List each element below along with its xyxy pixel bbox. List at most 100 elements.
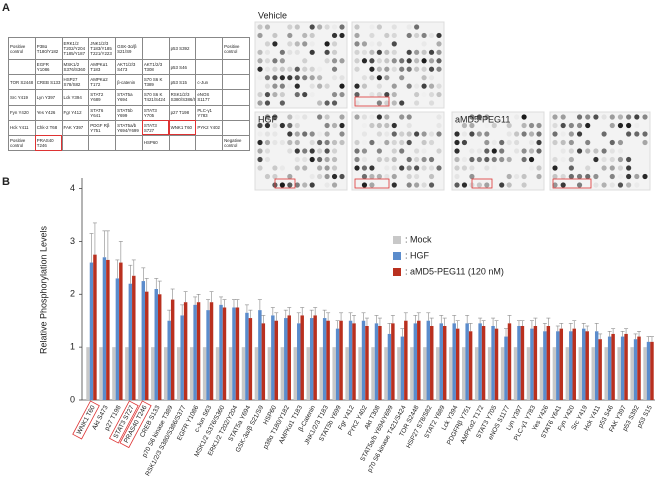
blot-spot [421, 49, 427, 55]
blot-spot [376, 122, 382, 129]
blot-spot [324, 24, 330, 30]
blot-spot [552, 139, 558, 146]
blot-spot [391, 91, 397, 98]
bar [526, 347, 531, 400]
blot-spot [317, 131, 323, 137]
membrane [549, 111, 651, 191]
blot-spot [376, 24, 382, 30]
blot-spot [414, 173, 420, 180]
blot-spot [287, 122, 293, 129]
blot-spot [601, 156, 607, 163]
blot-spot [617, 114, 624, 120]
table-cell: p53 S46 [168, 59, 197, 76]
blot-spot [376, 156, 382, 163]
blot-spot [642, 173, 648, 180]
blot-spot [294, 91, 300, 98]
bar [297, 323, 301, 400]
blot-spot [272, 165, 278, 171]
table-cell: Fyn Y420 [8, 104, 36, 121]
blot-spot [354, 148, 360, 154]
blot-spot [469, 156, 475, 163]
bar [650, 341, 654, 400]
bar [154, 289, 158, 400]
blot-spot [576, 148, 583, 154]
blot-spot [369, 182, 375, 188]
bar [164, 347, 168, 400]
bar [504, 336, 508, 400]
blot-spot [593, 148, 599, 154]
blot-spot [428, 83, 435, 89]
blot-spot [384, 165, 390, 171]
bar [426, 320, 431, 400]
blot-spot [272, 139, 278, 146]
bar [339, 320, 343, 400]
blot-spot [399, 58, 405, 64]
blot-spot [369, 75, 375, 81]
blot-spot [506, 156, 512, 163]
blot-spot [354, 114, 360, 120]
blot-spot [264, 24, 271, 30]
blot-spot [406, 49, 412, 55]
table-cell: AKT1/2/3 S473 [115, 59, 143, 76]
bar [371, 347, 375, 400]
blot-spot [421, 156, 427, 163]
bar [128, 283, 133, 400]
blot-spot [287, 114, 293, 120]
bar [112, 347, 116, 400]
table-cell [222, 119, 250, 136]
bar [452, 323, 456, 400]
blot-spot [421, 83, 427, 89]
bar [617, 347, 621, 400]
blot-spot [272, 91, 278, 98]
blot-spot [354, 41, 360, 47]
table-cell: TOR S2448 [8, 74, 36, 91]
blot-spot [626, 131, 632, 137]
table-cell: β-catenin [115, 74, 143, 91]
table-cell [195, 134, 224, 152]
blot-spot [568, 156, 574, 163]
blot-spot [384, 156, 390, 163]
blot-highlight [354, 178, 390, 189]
blot-spot [391, 156, 397, 163]
blot-spot [593, 114, 599, 120]
blot-spot [617, 182, 624, 188]
blot-spot [454, 173, 460, 180]
bar [539, 347, 544, 400]
blot-spot [399, 165, 405, 171]
blot-spot [264, 148, 271, 154]
legend-swatch [393, 252, 401, 260]
blot-spot [560, 131, 566, 137]
blot-spot [294, 139, 300, 146]
blot-spot [257, 24, 263, 30]
blot-spot [302, 114, 308, 120]
blot-spot [369, 41, 375, 47]
blot-spot [309, 91, 315, 98]
bar [145, 291, 149, 400]
blot-spot [406, 32, 412, 39]
blot-spot [536, 173, 542, 180]
blot-spot [272, 122, 278, 129]
bar [274, 320, 279, 400]
blot-spot [287, 41, 293, 47]
table-cell: PDGF Rβ Y751 [88, 119, 117, 136]
bar [232, 307, 236, 400]
blot-spot [354, 156, 360, 163]
blot-spot [617, 173, 624, 180]
blot-spot [361, 165, 368, 171]
table-cell [88, 134, 117, 152]
bar [520, 326, 525, 400]
blot-spot [279, 182, 285, 188]
bar [254, 347, 259, 400]
blot-spot [384, 49, 390, 55]
blot-spot [376, 114, 382, 120]
blot-spot [384, 66, 390, 72]
bar [410, 347, 414, 400]
blot-spot [634, 114, 640, 120]
blot-spot [354, 32, 360, 39]
blot-spot [601, 165, 607, 171]
blot-spot [560, 173, 566, 180]
blot-spot [264, 139, 271, 146]
blot-spot [339, 32, 345, 39]
table-cell: PLC-γ1 Y783 [195, 104, 224, 121]
blot-spot [302, 148, 308, 154]
